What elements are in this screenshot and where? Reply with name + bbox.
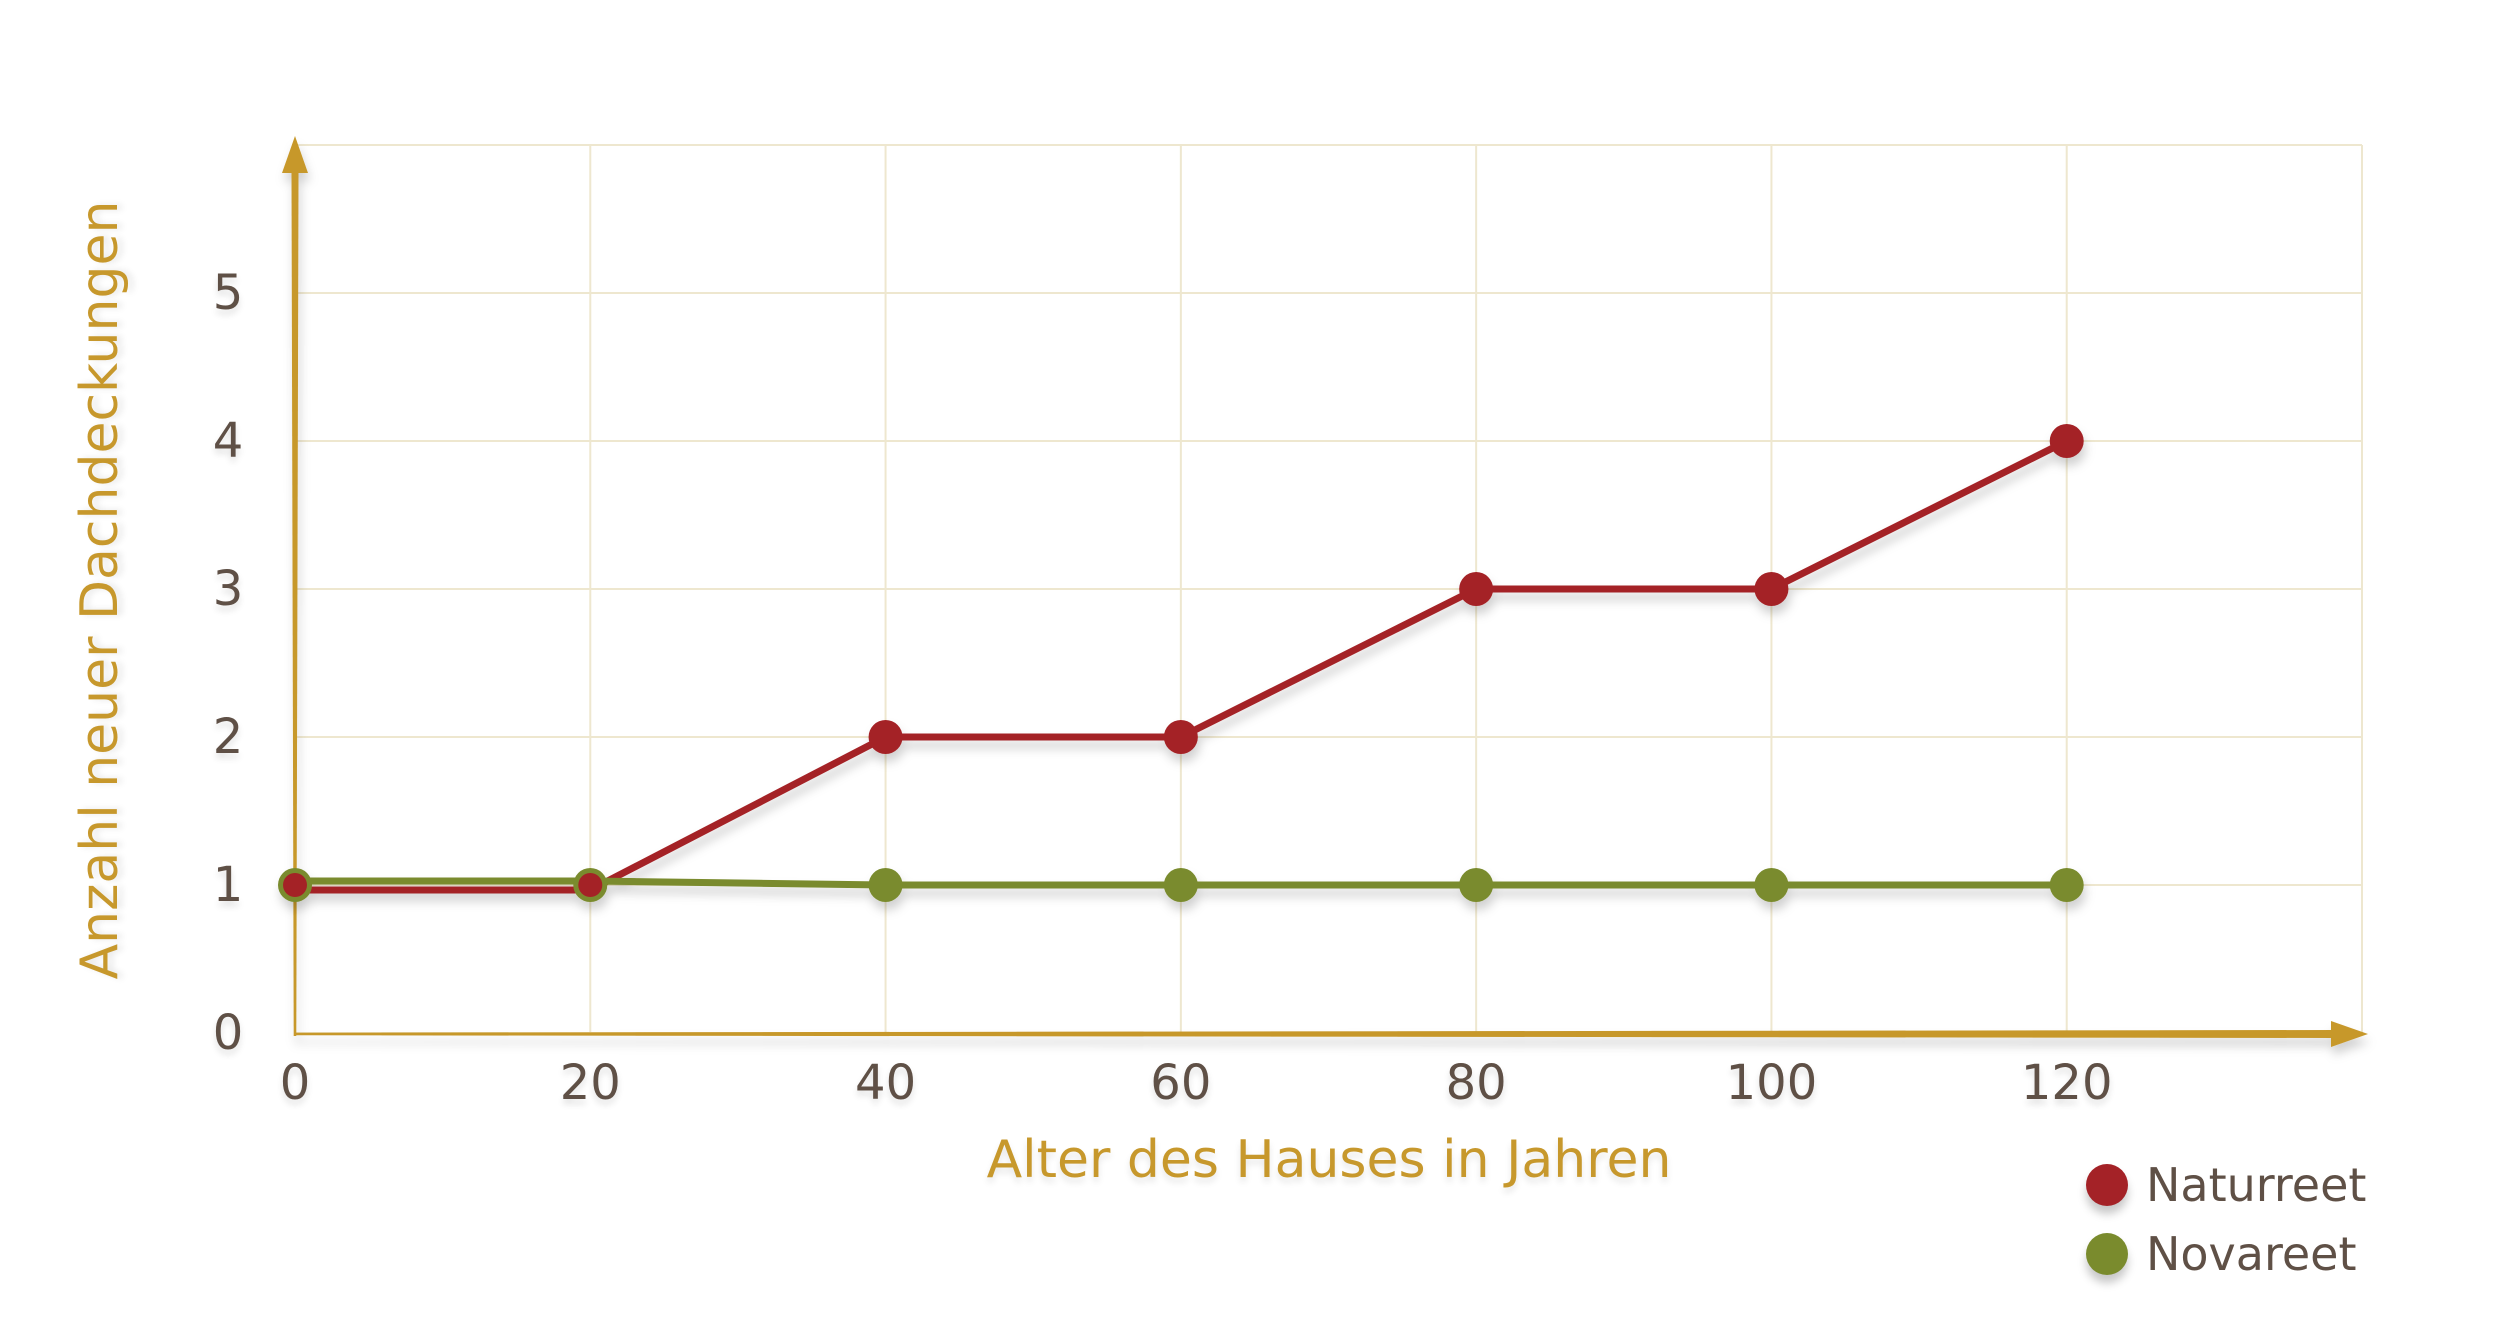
x-tick-label: 40: [855, 1055, 917, 1111]
legend-label: Naturreet: [2146, 1158, 2367, 1212]
y-axis-arrow-icon: [282, 136, 308, 173]
y-axis-title: Anzahl neuer Dachdeckungen: [70, 200, 130, 980]
novareet-dot-icon: [2086, 1232, 2128, 1275]
y-tick-label: 1: [212, 857, 244, 913]
x-tick-label: 0: [279, 1055, 311, 1111]
novareet-point: [1459, 868, 1494, 902]
naturreet-point: [1163, 720, 1198, 754]
naturreet-point: [1754, 572, 1789, 606]
gridlines: [294, 144, 2363, 1034]
x-axis-line: [296, 1030, 2334, 1038]
x-tick-label: 120: [2020, 1055, 2113, 1111]
x-tick-label: 80: [1445, 1055, 1507, 1111]
naturreet-dot-icon: [2086, 1164, 2128, 1207]
legend-item-naturreet: Naturreet: [2086, 1160, 2366, 1211]
naturreet-point: [578, 873, 603, 897]
series-layer: [278, 424, 2084, 902]
x-axis-arrow-icon: [2331, 1021, 2368, 1047]
x-tick-label: 20: [559, 1055, 621, 1111]
y-tick-label: 2: [212, 709, 244, 765]
y-tick-label: 5: [212, 265, 244, 321]
novareet-point: [1754, 868, 1789, 902]
x-tick-label: 100: [1725, 1055, 1818, 1111]
y-tick-label: 4: [212, 413, 244, 469]
y-tick-label: 3: [212, 561, 244, 617]
naturreet-point: [868, 720, 903, 754]
legend: Naturreet Novareet: [2086, 1160, 2366, 1279]
novareet-point: [868, 868, 903, 902]
novareet-point: [2049, 868, 2084, 902]
novareet-point: [1163, 868, 1198, 902]
x-axis-title: Alter des Hauses in Jahren: [986, 1130, 1672, 1190]
naturreet-point: [283, 873, 307, 897]
naturreet-point: [2049, 424, 2084, 458]
axes: [282, 136, 2368, 1047]
legend-label: Novareet: [2146, 1226, 2357, 1281]
y-axis-line: [291, 172, 299, 1036]
x-tick-label: 60: [1150, 1055, 1212, 1111]
y-tick-label: 0: [212, 1005, 244, 1061]
legend-item-novareet: Novareet: [2086, 1226, 2357, 1281]
naturreet-point: [1459, 572, 1494, 606]
